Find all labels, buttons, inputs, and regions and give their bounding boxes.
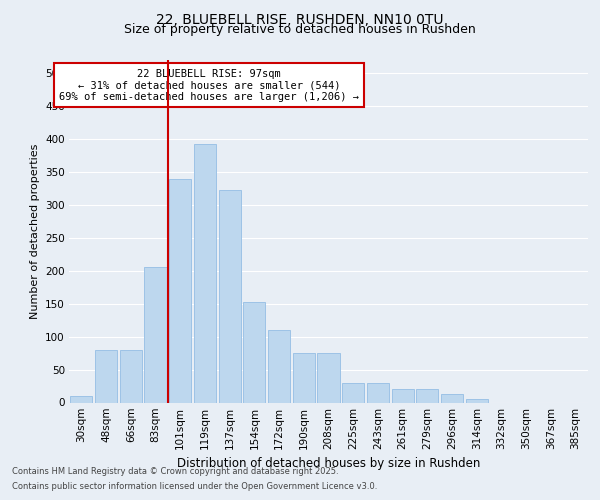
Bar (194, 144, 216, 402)
Bar (367, 382, 389, 402)
Bar (441, 394, 463, 402)
Text: Size of property relative to detached houses in Rushden: Size of property relative to detached ho… (124, 22, 476, 36)
Bar (70, 396, 92, 402)
Bar (243, 302, 265, 402)
Bar (317, 353, 340, 403)
Bar (466, 399, 488, 402)
Text: Contains public sector information licensed under the Open Government Licence v3: Contains public sector information licen… (12, 482, 377, 491)
Text: 22, BLUEBELL RISE, RUSHDEN, NN10 0TU: 22, BLUEBELL RISE, RUSHDEN, NN10 0TU (156, 12, 444, 26)
X-axis label: Distribution of detached houses by size in Rushden: Distribution of detached houses by size … (177, 457, 480, 470)
Text: Contains HM Land Registry data © Crown copyright and database right 2025.: Contains HM Land Registry data © Crown c… (12, 467, 338, 476)
Text: 22 BLUEBELL RISE: 97sqm
← 31% of detached houses are smaller (544)
69% of semi-d: 22 BLUEBELL RISE: 97sqm ← 31% of detache… (59, 68, 359, 102)
Bar (342, 382, 364, 402)
Bar (95, 350, 117, 403)
Bar (145, 268, 167, 402)
Bar (392, 390, 414, 402)
Bar (169, 178, 191, 402)
Bar (218, 190, 241, 402)
Bar (416, 390, 439, 402)
Bar (293, 353, 315, 403)
Bar (119, 350, 142, 403)
Bar (268, 330, 290, 402)
Y-axis label: Number of detached properties: Number of detached properties (29, 144, 40, 319)
